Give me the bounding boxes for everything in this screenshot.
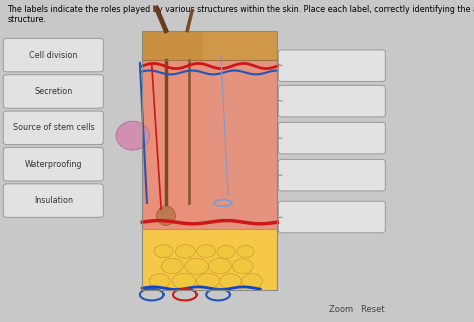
Text: Secretion: Secretion xyxy=(34,87,73,96)
Ellipse shape xyxy=(175,245,195,258)
Ellipse shape xyxy=(232,259,253,274)
Text: Cell division: Cell division xyxy=(29,51,78,60)
Ellipse shape xyxy=(217,245,235,258)
FancyBboxPatch shape xyxy=(278,122,385,154)
Bar xyxy=(142,31,277,60)
Ellipse shape xyxy=(154,245,173,258)
Ellipse shape xyxy=(242,274,263,288)
FancyBboxPatch shape xyxy=(3,147,103,181)
FancyBboxPatch shape xyxy=(278,159,385,191)
FancyBboxPatch shape xyxy=(278,85,385,117)
Text: The labels indicate the roles played by various structures within the skin. Plac: The labels indicate the roles played by … xyxy=(7,5,474,24)
Ellipse shape xyxy=(116,121,149,150)
Ellipse shape xyxy=(197,245,216,258)
Text: Waterproofing: Waterproofing xyxy=(25,160,82,169)
Ellipse shape xyxy=(209,258,231,274)
FancyBboxPatch shape xyxy=(3,184,103,217)
Text: Insulation: Insulation xyxy=(34,196,73,205)
Ellipse shape xyxy=(219,274,241,289)
Bar xyxy=(207,60,277,229)
Text: Zoom   Reset: Zoom Reset xyxy=(329,305,385,314)
Ellipse shape xyxy=(161,258,183,274)
Ellipse shape xyxy=(237,245,254,258)
FancyBboxPatch shape xyxy=(3,111,103,145)
Bar xyxy=(142,60,277,229)
FancyBboxPatch shape xyxy=(3,38,103,72)
Ellipse shape xyxy=(156,206,175,225)
Bar xyxy=(142,31,277,290)
FancyBboxPatch shape xyxy=(278,50,385,81)
Ellipse shape xyxy=(149,274,170,288)
Bar xyxy=(142,229,277,290)
Bar xyxy=(203,31,277,60)
Ellipse shape xyxy=(172,273,196,289)
Ellipse shape xyxy=(197,273,219,288)
FancyBboxPatch shape xyxy=(278,201,385,233)
Ellipse shape xyxy=(185,258,209,274)
Text: Source of stem cells: Source of stem cells xyxy=(12,123,94,132)
FancyBboxPatch shape xyxy=(3,75,103,108)
